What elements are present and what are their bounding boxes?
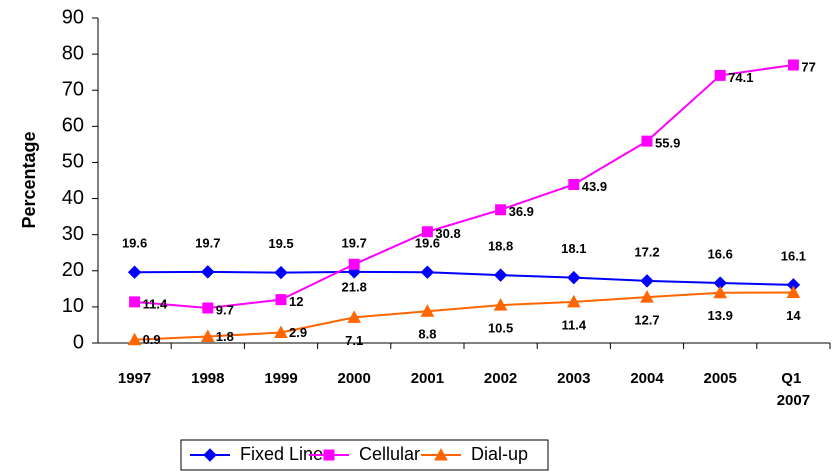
x-tick-label: 2004 [630, 370, 664, 387]
data-label: 2.9 [289, 325, 307, 340]
y-tick-label: 50 [62, 151, 84, 173]
data-label: 7.1 [345, 333, 363, 348]
line [134, 270, 794, 286]
data-label: 8.8 [418, 327, 436, 342]
data-label: 12.7 [634, 313, 659, 328]
marker [434, 447, 448, 461]
series: 11.4 9.7 12 21.8 30.8 36.9 43.9 55.9 74.1 77 [129, 59, 816, 317]
line [134, 63, 794, 309]
data-label: 18.1 [561, 241, 586, 256]
x-tick-label: 1999 [264, 370, 297, 387]
marker [493, 298, 508, 311]
y-tick-label: 80 [62, 42, 84, 64]
data-label: 30.8 [435, 226, 460, 241]
marker [640, 274, 654, 288]
marker [787, 59, 799, 71]
x-tick-label: 2000 [338, 370, 371, 387]
data-label: 18.8 [488, 239, 513, 254]
marker [493, 268, 508, 282]
marker [201, 265, 215, 279]
data-label: 9.7 [216, 302, 234, 317]
x-tick-label: Q1 2007 [777, 370, 810, 409]
legend-label: Dial-up [471, 444, 528, 464]
marker [127, 265, 142, 279]
marker [420, 304, 435, 317]
y-axis-label: Percentage [19, 131, 39, 228]
line [134, 291, 794, 341]
x-tick-label: 1997 [118, 370, 151, 387]
data-label: 77 [801, 59, 815, 74]
data-label: 16.1 [781, 248, 806, 263]
data-label: 36.9 [509, 204, 534, 219]
data-label: 19.7 [195, 235, 220, 250]
data-label: 19.6 [415, 236, 440, 251]
marker [641, 135, 653, 147]
data-label: 16.6 [708, 246, 733, 261]
series: 0.9 1.8 2.9 7.1 8.8 10.5 11.4 12.7 13.9 14 [127, 285, 801, 348]
data-label: 11.4 [143, 296, 168, 311]
y-tick-label: 30 [62, 223, 84, 245]
data-label: 17.2 [634, 244, 659, 259]
marker [203, 448, 217, 462]
marker [640, 290, 654, 303]
data-label: 19.7 [342, 235, 367, 250]
x-tick-label: 2005 [704, 370, 737, 387]
data-label: 21.8 [342, 280, 367, 295]
marker [129, 296, 141, 308]
y-tick-label: 60 [62, 115, 84, 137]
marker [202, 302, 214, 314]
x-tick-label: 2003 [557, 370, 590, 387]
legend: Fixed Line Cellular Dial-up [180, 439, 549, 471]
series: 19.6 19.7 19.5 19.7 19.6 18.8 18.1 17.2 16.6 16.1 [122, 235, 806, 292]
marker [495, 204, 507, 216]
data-label: 19.5 [268, 236, 293, 251]
marker [714, 69, 726, 81]
marker [200, 329, 215, 342]
marker [127, 332, 142, 346]
marker [275, 294, 287, 306]
y-tick-label: 10 [62, 295, 84, 317]
marker [420, 265, 435, 279]
data-label: 12 [289, 294, 303, 309]
y-tick-label: 0 [73, 331, 84, 353]
y-tick-label: 40 [62, 187, 84, 209]
y-tick-label: 70 [62, 79, 84, 101]
marker [348, 258, 360, 270]
data-label: 13.9 [708, 308, 733, 323]
marker [567, 270, 581, 285]
marker [347, 310, 362, 323]
data-label: 1.8 [216, 329, 234, 344]
marker [713, 285, 728, 299]
x-tick-label: 1998 [191, 370, 224, 387]
data-label: 14 [786, 308, 801, 323]
data-label: 0.9 [143, 332, 161, 347]
data-label: 19.6 [122, 236, 147, 251]
data-label: 55.9 [655, 136, 680, 151]
marker [786, 285, 801, 298]
legend-label: Cellular [359, 444, 420, 464]
legend-box [180, 439, 549, 471]
x-tick-label: 2002 [484, 370, 517, 387]
x-tick-label: 2001 [411, 370, 444, 387]
data-label: 43.9 [582, 179, 607, 194]
data-label: 11.4 [562, 317, 587, 332]
marker [421, 226, 433, 238]
data-label: 10.5 [488, 321, 513, 336]
y-tick-label: 20 [62, 259, 84, 281]
marker [568, 178, 580, 190]
legend-label: Fixed Line [240, 444, 323, 464]
y-tick-label: 90 [62, 6, 84, 28]
marker [274, 325, 288, 339]
marker [274, 265, 288, 280]
data-label: 74.1 [728, 70, 753, 85]
marker [566, 294, 581, 308]
marker [323, 449, 335, 461]
